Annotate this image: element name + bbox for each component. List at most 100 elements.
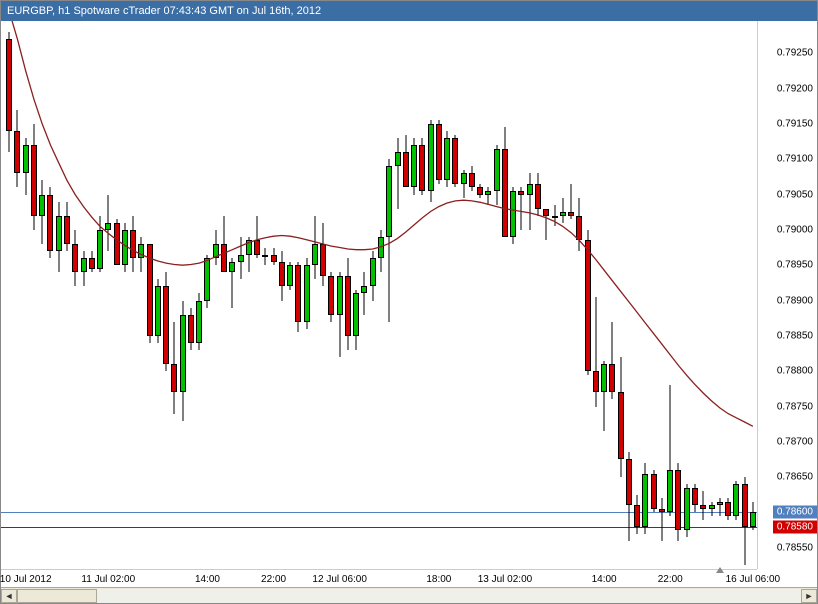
y-axis-tick-label: 0.79250 (777, 48, 813, 59)
candle (609, 21, 615, 587)
scroll-left-button[interactable]: ◄ (1, 589, 17, 603)
candle (535, 21, 541, 587)
candle (444, 21, 450, 587)
candle (403, 21, 409, 587)
candle (287, 21, 293, 587)
candle (262, 21, 268, 587)
chart-window: EURGBP, h1 Spotware cTrader 07:43:43 GMT… (0, 0, 818, 604)
candle (593, 21, 599, 587)
candle (295, 21, 301, 587)
candle (114, 21, 120, 587)
candle (246, 21, 252, 587)
candle (527, 21, 533, 587)
candle (618, 21, 624, 587)
candle (304, 21, 310, 587)
candle (14, 21, 20, 587)
candle (452, 21, 458, 587)
candle (147, 21, 153, 587)
candle (576, 21, 582, 587)
y-axis-tick-label: 0.78550 (777, 542, 813, 553)
candle (361, 21, 367, 587)
candle (742, 21, 748, 587)
candle (64, 21, 70, 587)
candle (675, 21, 681, 587)
y-axis-tick-label: 0.79100 (777, 154, 813, 165)
chart-area[interactable]: 0.785500.786000.786500.787000.787500.788… (1, 21, 817, 587)
candle (23, 21, 29, 587)
candle (56, 21, 62, 587)
candle (353, 21, 359, 587)
candle (238, 21, 244, 587)
candle (89, 21, 95, 587)
candle (72, 21, 78, 587)
candle (684, 21, 690, 587)
candle (386, 21, 392, 587)
candle (436, 21, 442, 587)
scroll-right-button[interactable]: ► (801, 589, 817, 603)
scroll-track[interactable] (17, 589, 801, 603)
candle (585, 21, 591, 587)
candle (634, 21, 640, 587)
y-axis-tick-label: 0.79200 (777, 83, 813, 94)
candle (370, 21, 376, 587)
candle (717, 21, 723, 587)
horizontal-scrollbar[interactable]: ◄ ► (1, 587, 817, 603)
candle (171, 21, 177, 587)
candle (419, 21, 425, 587)
candle (229, 21, 235, 587)
candle (337, 21, 343, 587)
candle (130, 21, 136, 587)
candle (560, 21, 566, 587)
candle (213, 21, 219, 587)
candle (254, 21, 260, 587)
candle (411, 21, 417, 587)
candle (552, 21, 558, 587)
candle (221, 21, 227, 587)
candle (39, 21, 45, 587)
candle (395, 21, 401, 587)
candle (709, 21, 715, 587)
candle (543, 21, 549, 587)
candle (518, 21, 524, 587)
candle (328, 21, 334, 587)
candle (279, 21, 285, 587)
y-axis-tick-label: 0.78900 (777, 295, 813, 306)
candle (196, 21, 202, 587)
candle (733, 21, 739, 587)
candle (750, 21, 756, 587)
candle (659, 21, 665, 587)
candle (725, 21, 731, 587)
candle (47, 21, 53, 587)
candle (700, 21, 706, 587)
candle (155, 21, 161, 587)
candle (485, 21, 491, 587)
candle (204, 21, 210, 587)
candle (6, 21, 12, 587)
candle (642, 21, 648, 587)
candle (180, 21, 186, 587)
candle (81, 21, 87, 587)
scroll-thumb[interactable] (17, 589, 97, 603)
candle (122, 21, 128, 587)
candle (601, 21, 607, 587)
candle (378, 21, 384, 587)
candle (494, 21, 500, 587)
candle (568, 21, 574, 587)
price-tag: 0.78600 (773, 506, 817, 519)
candle (626, 21, 632, 587)
candle (163, 21, 169, 587)
candle (428, 21, 434, 587)
y-axis-tick-label: 0.78850 (777, 330, 813, 341)
price-tag: 0.78580 (773, 520, 817, 533)
candle (502, 21, 508, 587)
y-axis-tick-label: 0.79050 (777, 189, 813, 200)
titlebar[interactable]: EURGBP, h1 Spotware cTrader 07:43:43 GMT… (1, 1, 817, 21)
candle (188, 21, 194, 587)
y-axis-tick-label: 0.78800 (777, 366, 813, 377)
candle (138, 21, 144, 587)
y-axis-tick-label: 0.78700 (777, 436, 813, 447)
candle (320, 21, 326, 587)
candle (692, 21, 698, 587)
y-axis-tick-label: 0.78950 (777, 260, 813, 271)
y-axis-tick-label: 0.79000 (777, 224, 813, 235)
